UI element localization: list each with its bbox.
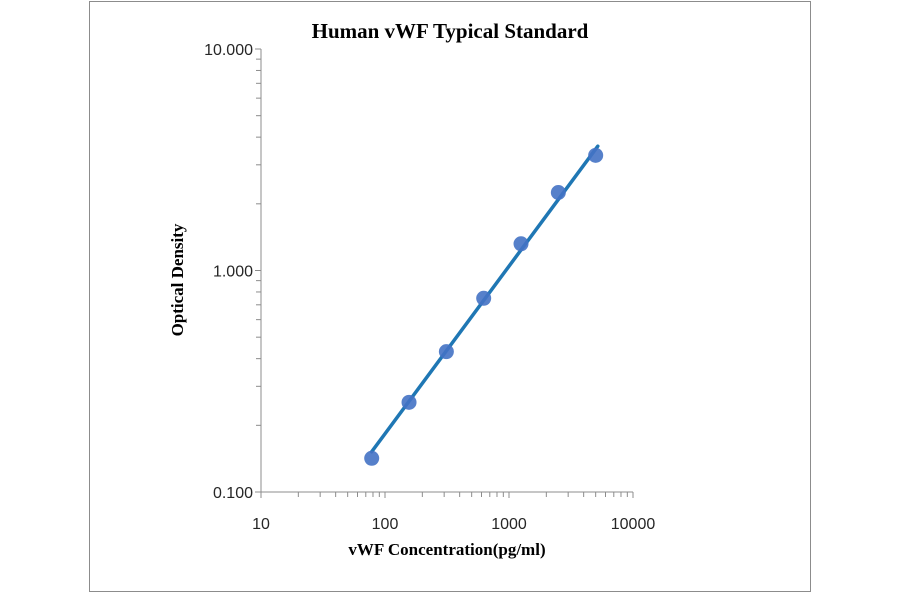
chart-title: Human vWF Typical Standard: [312, 19, 589, 43]
data-point: [364, 450, 380, 466]
y-tick-label: 1.000: [213, 264, 253, 281]
chart-frame: [89, 1, 811, 592]
y-axis-label: Optical Density: [168, 223, 187, 336]
data-point: [550, 184, 566, 200]
data-point: [476, 290, 492, 306]
x-tick-label: 100: [372, 516, 399, 533]
x-tick-label: 10000: [611, 516, 656, 533]
x-axis-label: vWF Concentration(pg/ml): [348, 540, 545, 559]
y-tick-label: 10.000: [204, 42, 253, 59]
data-point: [513, 236, 529, 252]
data-point: [401, 394, 417, 410]
x-tick-label: 1000: [491, 516, 527, 533]
data-point: [438, 344, 454, 360]
x-tick-label: 10: [252, 516, 270, 533]
data-point: [588, 147, 604, 163]
y-tick-label: 0.100: [213, 485, 253, 502]
